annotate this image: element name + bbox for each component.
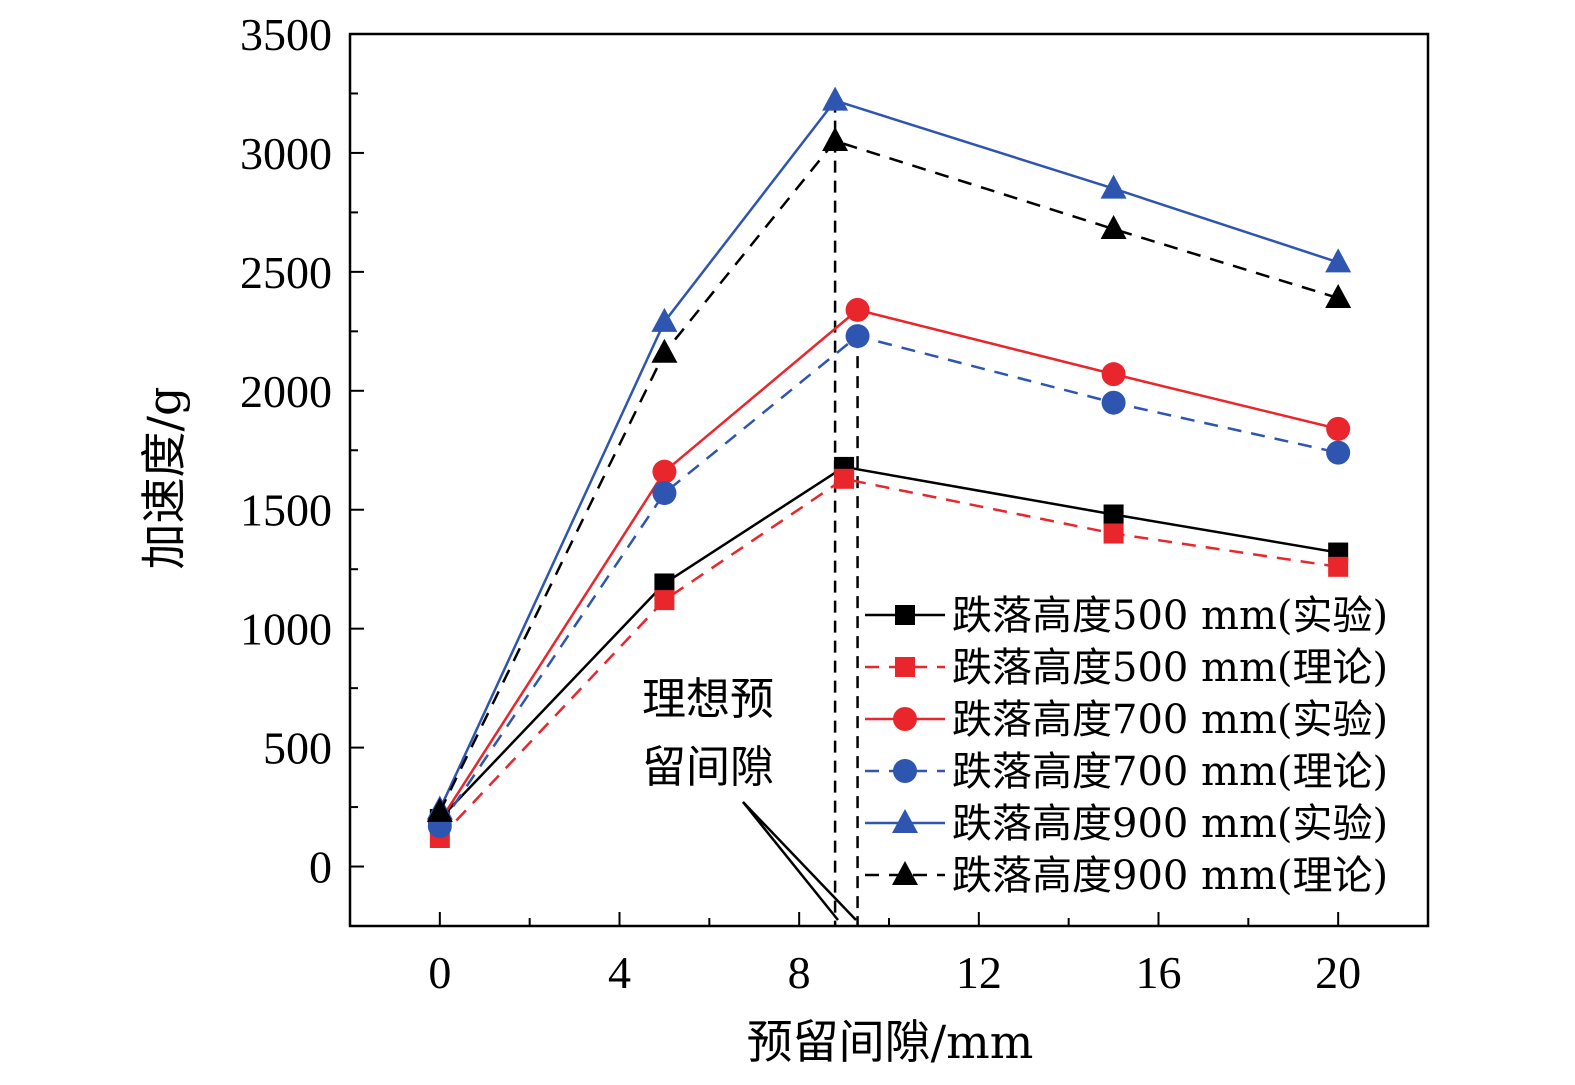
data-point <box>834 468 855 489</box>
reference-lines <box>833 100 859 926</box>
y-tick-label-5: 2500 <box>240 247 332 298</box>
legend-label-3: 跌落高度700 mm(理论) <box>952 749 1388 795</box>
data-point <box>651 338 678 363</box>
data-point <box>1100 174 1127 199</box>
legend-label-4: 跌落高度900 mm(实验) <box>952 801 1388 847</box>
x-tick-label-2: 8 <box>788 947 811 998</box>
data-point <box>1326 416 1351 441</box>
data-point <box>1325 284 1352 309</box>
annotation-text-line2: 留间隙 <box>642 742 774 793</box>
legend-marker-0 <box>895 605 915 625</box>
legend-label-2: 跌落高度700 mm(实验) <box>952 697 1388 743</box>
data-point <box>845 297 870 322</box>
data-point <box>1101 362 1126 387</box>
series-line-5 <box>438 139 1339 813</box>
data-point <box>654 590 675 611</box>
data-point <box>1326 440 1351 465</box>
x-tick-label-5: 20 <box>1315 947 1361 998</box>
data-point <box>1328 556 1349 577</box>
data-point <box>652 481 677 506</box>
legend-label-1: 跌落高度500 mm(理论) <box>952 645 1388 691</box>
series-line-1 <box>438 477 1339 839</box>
x-tick-label-0: 0 <box>428 947 451 998</box>
data-point <box>1103 523 1124 544</box>
data-point <box>845 324 870 349</box>
data-point <box>654 573 675 594</box>
series-5 <box>426 127 1352 822</box>
data-point <box>1100 215 1127 240</box>
axis-ticks <box>350 33 1340 926</box>
data-point <box>426 797 453 822</box>
x-tick-label-4: 16 <box>1136 947 1182 998</box>
data-point <box>652 459 677 484</box>
x-axis-title: 预留间隙/mm <box>747 1015 1034 1069</box>
y-tick-label-3: 1500 <box>240 485 332 536</box>
annotation-text-line1: 理想预 <box>642 674 774 725</box>
legend-marker-5 <box>892 861 918 885</box>
y-tick-label-2: 1000 <box>240 604 332 655</box>
annotation: 理想预 留间隙 <box>642 674 857 921</box>
series-group <box>426 86 1352 848</box>
legend-marker-2 <box>893 707 917 731</box>
data-point <box>651 307 678 332</box>
annotation-arrow-2 <box>742 801 839 921</box>
data-point <box>822 86 849 111</box>
data-point <box>1101 390 1126 415</box>
data-point <box>822 127 849 152</box>
legend-marker-3 <box>893 759 917 783</box>
legend-marker-4 <box>892 809 918 833</box>
x-tick-label-3: 12 <box>956 947 1002 998</box>
legend: 跌落高度500 mm(实验) 跌落高度500 mm(理论) 跌落高度700 mm(实… <box>865 593 1388 899</box>
annotation-arrow <box>742 801 857 921</box>
data-point <box>1103 504 1124 525</box>
legend-label-5: 跌落高度900 mm(理论) <box>952 853 1388 899</box>
y-tick-label-4: 2000 <box>240 366 332 417</box>
y-tick-label-1: 500 <box>263 723 332 774</box>
tick-labels: 0 4 8 12 16 20 0 500 1000 1500 2000 2500 3000 3500 <box>240 9 1361 998</box>
data-point <box>1325 248 1352 273</box>
y-tick-label-6: 3000 <box>240 128 332 179</box>
legend-background <box>860 588 1425 908</box>
y-tick-label-0: 0 <box>309 842 332 893</box>
x-tick-label-1: 4 <box>608 947 631 998</box>
y-axis-title: 加速度/g <box>137 387 191 570</box>
legend-label-0: 跌落高度500 mm(实验) <box>952 593 1388 639</box>
legend-marker-1 <box>895 657 915 677</box>
y-tick-label-7: 3500 <box>240 9 332 60</box>
